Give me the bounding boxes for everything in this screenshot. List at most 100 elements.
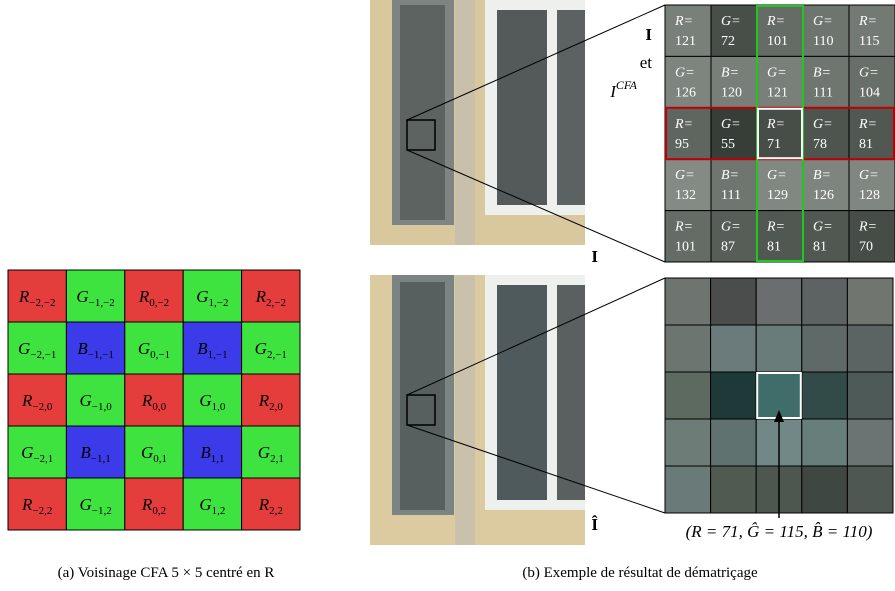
cfa-cell [241, 373, 301, 427]
result-cell [664, 324, 712, 373]
cfa-sub: 1,0 [212, 401, 226, 413]
cfa-cell [182, 269, 243, 323]
cfa-label: G2,1 [258, 443, 284, 465]
zoom-cell [756, 4, 804, 57]
cfa-sub: 0,0 [152, 401, 166, 413]
zoom-cell-value: 70 [859, 240, 873, 255]
zoom-cell [802, 210, 850, 263]
zoom-cell-value: 81 [767, 240, 781, 255]
cfa-label: G2,−1 [255, 339, 287, 361]
zoom-cell-value: 111 [813, 85, 833, 100]
cfa-label: B−1,1 [80, 443, 110, 465]
result-cell [846, 324, 894, 373]
cfa-label: G0,1 [141, 443, 167, 465]
result-cell [801, 418, 848, 467]
zoom-cell-value: 132 [675, 188, 696, 203]
label-cfa-sup: CFA [616, 78, 638, 92]
cfa-label: G1,2 [199, 495, 225, 517]
cfa-sub: 1,1 [211, 453, 225, 465]
wall [455, 0, 475, 245]
zoom-cell-label: G= [675, 65, 695, 80]
cfa-letter: B [197, 339, 208, 358]
cfa-cell [182, 321, 243, 375]
zoom-cell-label: R= [766, 220, 785, 235]
cfa-cell [7, 425, 67, 479]
cfa-label: R2,−2 [255, 287, 286, 309]
cfa-letter: G [258, 443, 270, 462]
result-cell [755, 324, 803, 373]
cfa-grid: R−2,−2 G−1,−2 R0,−2 G1,−2 R2,−2G−2,−1 B−1,−1 G… [7, 269, 301, 531]
window-glass [557, 285, 585, 500]
cfa-letter: R [255, 287, 267, 306]
result-cell [801, 465, 848, 514]
cfa-letter: R [21, 391, 33, 410]
cfa-letter: R [18, 287, 30, 306]
cfa-cell [7, 321, 67, 375]
cfa-sub: 2,0 [269, 401, 283, 413]
cfa-sub: −2,2 [32, 505, 52, 517]
cfa-label: G0,−1 [138, 339, 170, 361]
cfa-letter: R [258, 495, 270, 514]
cfa-cell [65, 269, 126, 323]
zoom-cell [710, 55, 758, 109]
cfa-cell [65, 477, 126, 531]
photo-top [370, 0, 585, 245]
zoom-cell-label: G= [813, 14, 833, 29]
result-cell [846, 465, 894, 514]
label-i: I [645, 25, 652, 44]
zoom-cell [756, 210, 804, 263]
zoom-cell [710, 210, 758, 263]
zoom-cell-label: G= [813, 220, 833, 235]
cfa-label: R0,−2 [138, 287, 169, 309]
cfa-letter: B [77, 339, 88, 358]
result-cell [710, 277, 757, 326]
cfa-letter: G [199, 391, 211, 410]
result-cell [801, 371, 848, 420]
window-glass [557, 10, 585, 205]
zoom-cell-label: G= [767, 65, 787, 80]
zoom-cell-value: 72 [721, 34, 735, 49]
arrow-head [774, 410, 784, 422]
caption-b: (b) Exemple de résultat de dématriçage [522, 565, 758, 581]
cfa-cell [7, 477, 67, 531]
zoom-line [406, 424, 666, 514]
cfa-cell [241, 321, 301, 375]
zoom-cell-label: G= [721, 117, 741, 132]
cfa-label: R−2,0 [21, 391, 53, 413]
cfa-letter: B [200, 443, 211, 462]
cfa-zoom: R= 121 G= 72 R= 101 G= 110 R= 115 G= 126 B= 120 G= 121 B… [664, 4, 895, 263]
cfa-sub: −1,1 [91, 453, 111, 465]
zoom-cell-value: 101 [767, 34, 788, 49]
cfa-letter: G [18, 339, 30, 358]
zoom-box [406, 394, 436, 426]
cfa-label: B1,−1 [197, 339, 227, 361]
cfa-sub: −1,0 [92, 401, 112, 413]
label-icfa: ICFA [609, 78, 637, 101]
cfa-letter: R [138, 287, 150, 306]
zoom-cell-label: R= [674, 14, 693, 29]
cfa-label: G−1,0 [79, 391, 112, 413]
cfa-sub: 2,2 [269, 505, 283, 517]
result-cell [801, 324, 848, 373]
result-cell [710, 418, 757, 467]
cfa-letter: G [21, 443, 33, 462]
zoom-cell-label: R= [674, 117, 693, 132]
cfa-cell [7, 269, 67, 323]
result-cell [846, 277, 894, 326]
zoom-cell-value: 126 [813, 188, 834, 203]
zoom-cell-value: 104 [859, 85, 880, 100]
result-cell [710, 371, 757, 420]
zoom-cell [848, 210, 895, 263]
window-glass [497, 10, 547, 205]
cfa-label: R0,0 [141, 391, 167, 413]
zoom-cell [848, 55, 895, 109]
result-cell [664, 277, 712, 326]
cfa-sub: −2,−1 [30, 349, 56, 361]
cfa-letter: G [138, 339, 150, 358]
cfa-letter: G [79, 495, 91, 514]
caption-a: (a) Voisinage CFA 5 × 5 centré en R [58, 565, 275, 581]
result-cell [710, 465, 757, 514]
label-i-letter: I [609, 82, 617, 101]
zoom-cell-value: 55 [721, 137, 735, 152]
